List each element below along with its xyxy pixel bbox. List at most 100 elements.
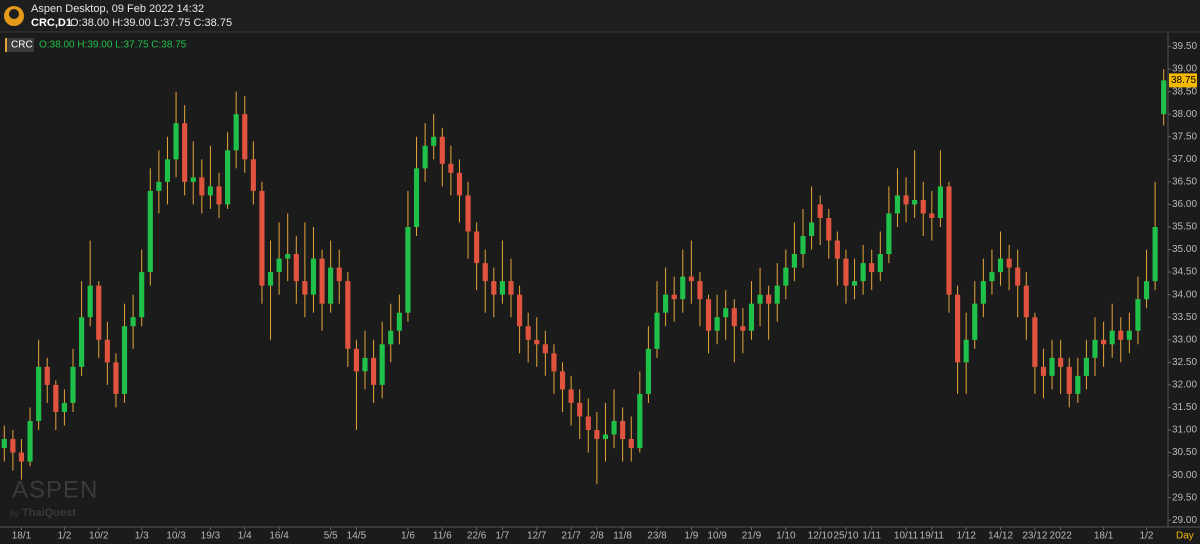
candle-body — [474, 231, 480, 264]
candle-body — [18, 452, 25, 462]
x-tick-label: 1/12 — [956, 531, 976, 542]
candle-body — [53, 384, 59, 412]
candle-body — [1126, 330, 1132, 340]
candle-body — [697, 281, 703, 300]
candle-body — [328, 267, 334, 304]
x-tick-label: 25/10 — [833, 531, 858, 542]
x-tick-label: 10/9 — [707, 531, 727, 542]
candle-body — [851, 281, 858, 286]
candle-body — [705, 299, 712, 331]
x-tick-label: 18/1 — [1094, 531, 1114, 542]
candle-body — [431, 136, 437, 146]
candle-body — [44, 366, 50, 385]
candle-body — [671, 294, 677, 300]
x-tick-label: 1/9 — [684, 531, 698, 542]
candle-body — [1023, 285, 1029, 318]
candle-body — [422, 145, 428, 169]
candle-body — [216, 186, 222, 205]
candle-body — [525, 326, 531, 340]
candle-body — [1049, 357, 1055, 376]
candle-body — [1040, 366, 1047, 376]
x-tick-label: 11/8 — [613, 531, 632, 542]
candle-body — [620, 420, 626, 440]
candle-body — [96, 285, 102, 340]
candle-body — [267, 272, 274, 286]
candle-body — [826, 217, 832, 241]
candle-body — [886, 213, 892, 255]
candle-body — [353, 348, 359, 372]
candle-body — [834, 240, 840, 259]
x-tick-label: 1/2 — [57, 531, 71, 542]
x-tick-label: 21/7 — [561, 531, 581, 542]
candle-body — [70, 366, 76, 403]
candle-body — [1109, 330, 1115, 345]
candle-body — [293, 254, 299, 282]
y-tick-label: 35.00 — [1172, 244, 1197, 255]
candle-body — [774, 285, 780, 304]
candle-body — [199, 177, 205, 196]
candle-body — [637, 393, 643, 449]
candle-body — [379, 344, 385, 385]
y-tick-label: 32.50 — [1172, 357, 1197, 368]
candle-body — [602, 434, 609, 440]
app-icon-inner — [9, 9, 19, 19]
x-tick-label: 5/5 — [324, 531, 338, 542]
y-tick-label: 29.00 — [1172, 515, 1197, 526]
candle-body — [448, 163, 454, 173]
candle-body — [319, 258, 325, 304]
x-tick-label: 23/12 — [1022, 531, 1047, 542]
header-ohlc: O:38.00 H:39.00 L:37.75 C:38.75 — [70, 17, 232, 29]
candle-body — [663, 294, 669, 313]
candle-body — [482, 263, 488, 282]
x-tick-label: 1/7 — [495, 531, 509, 542]
candle-body — [611, 420, 617, 435]
candle-body — [130, 317, 136, 327]
candle-body — [1015, 267, 1021, 286]
candle-body — [963, 339, 969, 363]
candle-body — [688, 276, 694, 282]
x-tick-label: 14/5 — [347, 531, 367, 542]
y-tick-label: 37.00 — [1172, 154, 1197, 165]
x-tick-label: 12/7 — [527, 531, 547, 542]
candle-body — [628, 439, 634, 449]
x-tick-label: 2022 — [1050, 531, 1073, 542]
x-tick-label: 10/2 — [89, 531, 109, 542]
candle-body — [800, 236, 806, 255]
candle-body — [955, 294, 961, 363]
candle-body — [903, 195, 909, 205]
y-tick-label: 39.00 — [1172, 64, 1197, 75]
candle-body — [439, 136, 445, 164]
candle-body — [989, 272, 995, 282]
candle-body — [79, 317, 85, 367]
candle-body — [276, 258, 282, 273]
candle-body — [534, 339, 540, 345]
y-tick-label: 37.50 — [1172, 131, 1197, 142]
candle-body — [173, 123, 179, 160]
candle-body — [551, 353, 557, 372]
candle-body — [766, 294, 772, 304]
candle-body — [147, 190, 153, 273]
candle-body — [508, 281, 514, 295]
x-tick-label: 12/10 — [808, 531, 833, 542]
candle-body — [164, 159, 171, 182]
candle-body — [182, 123, 188, 182]
candle-body — [1092, 339, 1098, 358]
candle-body — [680, 276, 686, 300]
candle-body — [860, 263, 866, 282]
candle-body — [1101, 339, 1107, 345]
candle-body — [10, 439, 16, 453]
candle-body — [27, 420, 33, 462]
legend-ohlc: O:38.00 H:39.00 L:37.75 C:38.75 — [39, 40, 187, 51]
candle-body — [980, 281, 986, 304]
y-tick-label: 33.50 — [1172, 312, 1197, 323]
x-tick-label: 1/11 — [862, 531, 881, 542]
legend-symbol: CRC — [11, 40, 33, 51]
candle-body — [225, 150, 231, 205]
candle-body — [1143, 281, 1150, 300]
candle-body — [791, 254, 797, 268]
y-tick-label: 31.00 — [1172, 425, 1197, 436]
candle-body — [714, 317, 720, 331]
x-tick-label: 21/9 — [742, 531, 762, 542]
